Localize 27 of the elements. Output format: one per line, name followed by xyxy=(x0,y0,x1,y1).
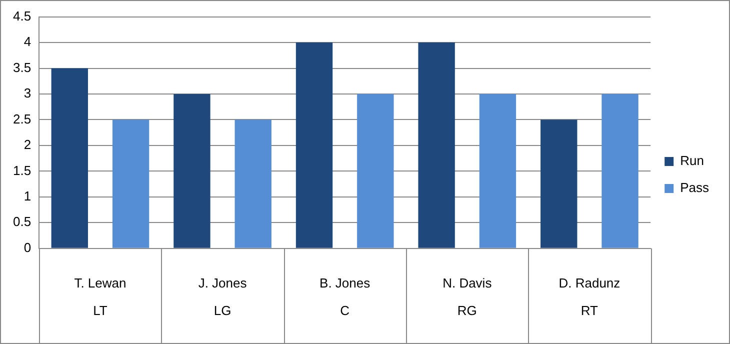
y-tick-label: 3 xyxy=(24,86,32,101)
x-tick-label: N. Davis RG xyxy=(442,276,492,318)
legend-label: Pass xyxy=(680,180,710,196)
bar xyxy=(357,94,394,248)
bar xyxy=(51,68,88,248)
x-tick-label: D. Radunz RT xyxy=(558,276,620,318)
y-tick-label: 4.5 xyxy=(12,8,32,24)
bar xyxy=(540,120,578,248)
legend-label: Run xyxy=(680,153,704,168)
bar xyxy=(234,120,272,248)
y-tick-label: 2 xyxy=(24,137,32,152)
y-tick-label: 0 xyxy=(24,240,32,255)
y-tick-label: 1 xyxy=(24,188,32,204)
y-tick-label: 0.5 xyxy=(12,214,32,230)
bar xyxy=(418,42,455,248)
bar xyxy=(174,94,210,248)
bar xyxy=(296,42,333,248)
y-tick-label: 1.5 xyxy=(12,162,32,178)
bar xyxy=(602,94,638,248)
bar xyxy=(479,94,516,248)
y-tick-label: 2.5 xyxy=(12,111,32,126)
y-tick-label: 4 xyxy=(24,34,32,50)
x-tick-label: B. Jones C xyxy=(320,276,371,318)
y-tick-label: 3.5 xyxy=(12,60,32,75)
bar xyxy=(112,120,150,248)
x-tick-label: T. Lewan LT xyxy=(74,276,126,318)
x-tick-label: J. Jones LG xyxy=(198,276,248,318)
